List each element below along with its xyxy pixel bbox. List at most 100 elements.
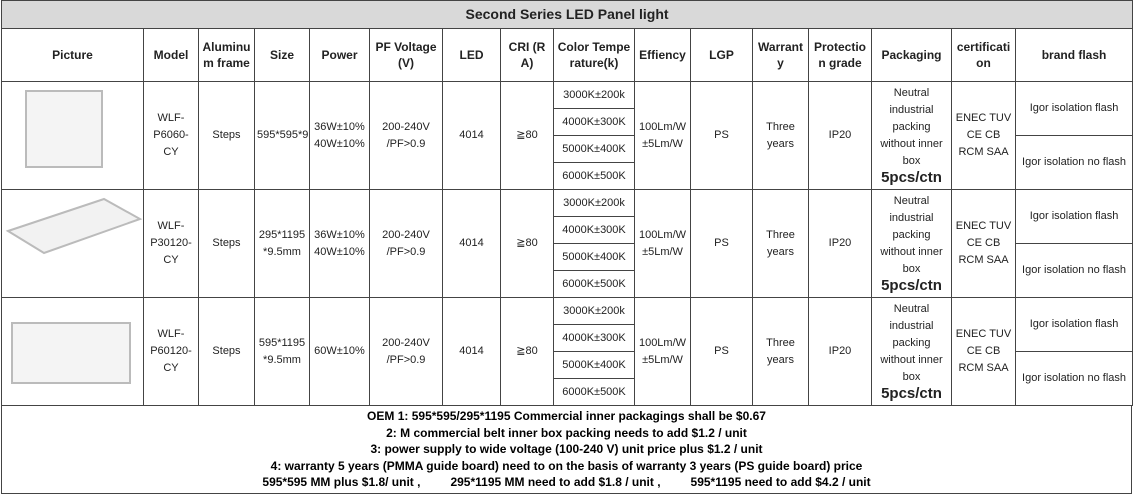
model-cell: WLF-P60120-CY	[143, 297, 199, 406]
warranty-cell: Three years	[752, 297, 809, 406]
voltage-cell: 200-240V /PF>0.9	[369, 297, 443, 406]
packaging-cell: Neutral industrial packing without inner…	[871, 297, 952, 406]
header-row: Picture Model Aluminum frame Size Power PF Vo…	[1, 28, 1133, 82]
certification-cell: ENEC TUV CE CB RCM SAA	[951, 81, 1016, 190]
protection-cell: IP20	[808, 297, 872, 406]
note-text: 2: M commercial belt inner box packing n…	[386, 425, 747, 440]
brand-cell: Igor isolation no flash	[1014, 351, 1133, 406]
brand-cell: Igor isolation no flash	[1014, 243, 1133, 298]
cct-cell: 5000K±400K	[553, 135, 635, 163]
cri-cell: ≧80	[500, 189, 554, 298]
brand-cell: Igor isolation flash	[1014, 189, 1133, 244]
panel-image	[11, 321, 131, 384]
pcs-per-carton: 5pcs/ctn	[881, 277, 942, 294]
sub-row: 4000K±300K	[2, 324, 1133, 352]
cct-cell: 5000K±400K	[553, 351, 635, 379]
brand-cell: Igor isolation flash	[1014, 81, 1133, 136]
header-cell: Model	[143, 28, 199, 82]
cct-cell: 5000K±400K	[553, 243, 635, 271]
warranty-cell: Three years	[752, 189, 809, 298]
led-cell: 4014	[442, 297, 501, 406]
sub-row: 4000K±300K	[2, 108, 1133, 136]
lgp-cell: PS	[690, 81, 753, 190]
cct-cell: 4000K±300K	[553, 216, 635, 244]
cct-cell: 4000K±300K	[553, 324, 635, 352]
note-text: 295*1195 MM need to add $1.8 / unit ,	[450, 475, 661, 489]
power-cell: 36W±10% 40W±10%	[309, 81, 370, 190]
sub-row: 5000K±400K Igor isolation no flash	[2, 135, 1133, 190]
spec-table: Second Series LED Panel light Picture Mode…	[0, 0, 1133, 406]
cri-cell: ≧80	[500, 81, 554, 190]
note-line: 2: M commercial belt inner box packing n…	[2, 425, 1131, 442]
voltage-cell: 200-240V /PF>0.9	[369, 189, 443, 298]
header-cell: LGP	[690, 28, 753, 82]
size-cell: 595*595*9.5mm	[254, 81, 310, 190]
header-cell: certification	[951, 28, 1016, 82]
brand-cell: Igor isolation no flash	[1014, 135, 1133, 190]
pcs-per-carton: 5pcs/ctn	[881, 385, 942, 402]
efficiency-cell: 100Lm/W ±5Lm/W	[634, 81, 691, 190]
note-text: 4: warranty 5 years (PMMA guide board) n…	[270, 458, 863, 473]
header-cell: brand flash	[1014, 28, 1133, 82]
cct-cell: 3000K±200k	[553, 81, 635, 109]
packaging-cell: Neutral industrial packing without inner…	[871, 81, 952, 190]
note-text: 3: power supply to wide voltage (100-240…	[370, 442, 763, 456]
cri-cell: ≧80	[500, 297, 554, 406]
efficiency-cell: 100Lm/W ±5Lm/W	[634, 297, 691, 406]
cct-cell: 3000K±200k	[553, 297, 635, 325]
header-cell: LED	[442, 28, 501, 82]
power-cell: 60W±10%	[309, 297, 370, 406]
packaging-text: Neutral industrial packing without inner…	[880, 195, 943, 275]
voltage-cell: 200-240V /PF>0.9	[369, 81, 443, 190]
sub-row: WLF-P30120-CY Steps 295*1195 *9.5mm 36W±10%…	[1, 189, 1133, 298]
header-cell: Picture	[1, 28, 144, 82]
model-cell: WLF-P6060-CY	[143, 81, 199, 190]
note-text: 595*1195 need to add $4.2 / unit	[690, 475, 871, 489]
picture-cell	[1, 189, 144, 298]
panel-image	[25, 89, 103, 168]
packaging-cell: Neutral industrial packing without inner…	[871, 189, 952, 298]
note-line: 3: power supply to wide voltage (100-240…	[2, 441, 1131, 458]
size-cell: 295*1195 *9.5mm	[254, 189, 310, 298]
header-cell: CRI (RA)	[500, 28, 554, 82]
led-cell: 4014	[442, 189, 501, 298]
cct-cell: 3000K±200k	[553, 189, 635, 217]
header-cell: Size	[254, 28, 310, 82]
header-cell: Warranty	[752, 28, 809, 82]
sub-row: 4000K±300K	[2, 216, 1133, 244]
sub-row: 6000K±500K	[2, 378, 1133, 406]
packaging-text: Neutral industrial packing without inner…	[880, 87, 943, 167]
cct-cell: 4000K±300K	[553, 108, 635, 136]
protection-cell: IP20	[808, 189, 872, 298]
certification-cell: ENEC TUV CE CB RCM SAA	[951, 297, 1016, 406]
note-line: 595*595 MM plus $1.8/ unit , 295*1195 MM …	[2, 474, 1131, 491]
size-cell: 595*1195 *9.5mm	[254, 297, 310, 406]
sub-row: 5000K±400K Igor isolation no flash	[2, 351, 1133, 406]
warranty-cell: Three years	[752, 81, 809, 190]
header-cell: Effiency	[634, 28, 691, 82]
certification-cell: ENEC TUV CE CB RCM SAA	[951, 189, 1016, 298]
frame-cell: Steps	[198, 189, 255, 298]
table-body: Second Series LED Panel light Picture Mode…	[0, 0, 1133, 406]
title-row: Second Series LED Panel light	[0, 0, 1133, 29]
cct-cell: 6000K±500K	[553, 162, 635, 190]
header-cell: Protection grade	[808, 28, 872, 82]
packaging-text: Neutral industrial packing without inner…	[880, 303, 943, 383]
note-line: 4: warranty 5 years (PMMA guide board) n…	[2, 458, 1131, 475]
header-cell: Aluminum frame	[198, 28, 255, 82]
frame-cell: Steps	[198, 81, 255, 190]
efficiency-cell: 100Lm/W ±5Lm/W	[634, 189, 691, 298]
note-line: OEM 1: 595*595/295*1195 Commercial inner…	[2, 408, 1131, 425]
lgp-cell: PS	[690, 189, 753, 298]
notes: OEM 1: 595*595/295*1195 Commercial inner…	[1, 406, 1132, 494]
header-cell: PF Voltage (V)	[369, 28, 443, 82]
lgp-cell: PS	[690, 297, 753, 406]
table-title: Second Series LED Panel light	[0, 0, 1133, 29]
protection-cell: IP20	[808, 81, 872, 190]
header-cell: Power	[309, 28, 370, 82]
pcs-per-carton: 5pcs/ctn	[881, 169, 942, 186]
sub-row: 6000K±500K	[2, 162, 1133, 190]
header-cell: Packaging	[871, 28, 952, 82]
